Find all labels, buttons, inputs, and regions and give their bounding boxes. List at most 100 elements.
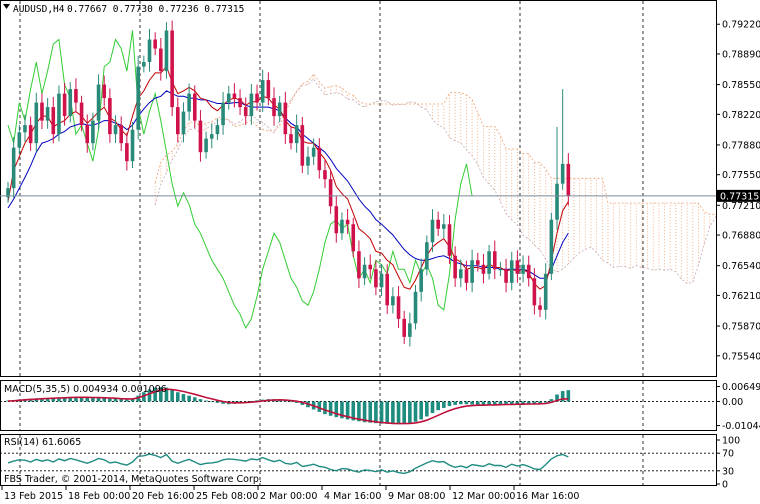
candle[interactable] bbox=[385, 264, 390, 314]
candle[interactable] bbox=[543, 263, 548, 320]
candle[interactable] bbox=[396, 286, 401, 329]
candle[interactable] bbox=[204, 131, 208, 159]
candle[interactable] bbox=[470, 249, 474, 293]
candle[interactable] bbox=[215, 118, 220, 141]
candle[interactable] bbox=[68, 82, 73, 123]
candle[interactable] bbox=[442, 214, 446, 238]
candle[interactable] bbox=[209, 123, 214, 149]
candle[interactable] bbox=[447, 215, 452, 264]
candle[interactable] bbox=[357, 240, 361, 288]
candle[interactable] bbox=[57, 85, 61, 142]
candle[interactable] bbox=[509, 251, 514, 291]
candle[interactable] bbox=[379, 263, 384, 297]
candle[interactable] bbox=[283, 91, 288, 144]
candle[interactable] bbox=[130, 121, 135, 169]
candle[interactable] bbox=[238, 89, 242, 116]
candle[interactable] bbox=[23, 114, 27, 142]
candle[interactable] bbox=[323, 160, 327, 189]
candle[interactable] bbox=[306, 146, 310, 175]
candle[interactable] bbox=[566, 153, 571, 206]
candle[interactable] bbox=[176, 97, 180, 143]
candle[interactable] bbox=[260, 69, 265, 112]
candle[interactable] bbox=[51, 96, 56, 144]
candle[interactable] bbox=[334, 195, 339, 243]
candle[interactable] bbox=[515, 250, 520, 283]
candle[interactable] bbox=[328, 170, 333, 214]
candle[interactable] bbox=[119, 116, 123, 151]
candle[interactable] bbox=[266, 72, 271, 106]
candle[interactable] bbox=[108, 88, 112, 143]
candle[interactable] bbox=[464, 260, 469, 291]
candle[interactable] bbox=[62, 82, 67, 126]
candle[interactable] bbox=[79, 95, 84, 132]
candle[interactable] bbox=[102, 75, 107, 107]
candle[interactable] bbox=[28, 116, 33, 151]
candle[interactable] bbox=[492, 240, 497, 279]
candle[interactable] bbox=[159, 38, 163, 81]
candle[interactable] bbox=[170, 20, 174, 117]
candle[interactable] bbox=[17, 124, 22, 155]
candle[interactable] bbox=[243, 97, 248, 125]
candle[interactable] bbox=[91, 112, 95, 151]
candle[interactable] bbox=[413, 284, 418, 330]
candle[interactable] bbox=[255, 84, 259, 111]
candle[interactable] bbox=[96, 74, 101, 130]
candle[interactable] bbox=[532, 268, 537, 315]
candle[interactable] bbox=[198, 110, 203, 162]
candle[interactable] bbox=[294, 114, 299, 153]
candle[interactable] bbox=[345, 208, 350, 234]
candle[interactable] bbox=[340, 212, 344, 240]
candle[interactable] bbox=[425, 235, 429, 276]
candle[interactable] bbox=[391, 287, 395, 314]
candle[interactable] bbox=[300, 116, 305, 174]
candle[interactable] bbox=[368, 254, 373, 279]
candle[interactable] bbox=[113, 115, 118, 143]
collapse-arrow-icon[interactable] bbox=[3, 4, 10, 9]
candle[interactable] bbox=[555, 126, 559, 230]
candle[interactable] bbox=[187, 83, 191, 121]
candle[interactable] bbox=[85, 114, 90, 153]
candle[interactable] bbox=[45, 98, 50, 129]
candle[interactable] bbox=[351, 217, 356, 258]
candle[interactable] bbox=[6, 181, 10, 203]
candle[interactable] bbox=[504, 258, 508, 293]
candle[interactable] bbox=[34, 92, 39, 153]
candle[interactable] bbox=[408, 312, 412, 347]
candle[interactable] bbox=[402, 310, 406, 345]
candle[interactable] bbox=[311, 138, 316, 165]
candle[interactable] bbox=[142, 55, 146, 73]
candle[interactable] bbox=[317, 138, 322, 179]
candle[interactable] bbox=[459, 259, 463, 288]
candle[interactable] bbox=[419, 258, 423, 302]
candle[interactable] bbox=[164, 22, 169, 79]
candle[interactable] bbox=[487, 244, 491, 280]
candle[interactable] bbox=[538, 297, 542, 318]
candles[interactable] bbox=[6, 20, 571, 347]
candle[interactable] bbox=[221, 91, 225, 135]
candle[interactable] bbox=[436, 211, 440, 236]
candle[interactable] bbox=[549, 212, 554, 281]
candle[interactable] bbox=[430, 209, 435, 252]
candle[interactable] bbox=[226, 85, 231, 110]
candle[interactable] bbox=[374, 260, 378, 296]
candle[interactable] bbox=[136, 55, 140, 140]
candle[interactable] bbox=[289, 127, 293, 150]
candle[interactable] bbox=[153, 32, 157, 56]
candle[interactable] bbox=[481, 254, 486, 284]
candle[interactable] bbox=[192, 85, 197, 129]
candle[interactable] bbox=[272, 87, 276, 126]
candle[interactable] bbox=[125, 132, 129, 171]
candle[interactable] bbox=[475, 252, 480, 272]
candle[interactable] bbox=[277, 95, 282, 123]
candle[interactable] bbox=[453, 246, 457, 287]
candle[interactable] bbox=[362, 257, 367, 286]
candle[interactable] bbox=[526, 255, 531, 287]
candle[interactable] bbox=[521, 255, 525, 283]
candle[interactable] bbox=[498, 261, 503, 276]
candle[interactable] bbox=[11, 136, 16, 198]
candle[interactable] bbox=[232, 83, 237, 108]
candle[interactable] bbox=[249, 83, 254, 125]
candle[interactable] bbox=[74, 78, 78, 113]
candle[interactable] bbox=[560, 89, 565, 190]
